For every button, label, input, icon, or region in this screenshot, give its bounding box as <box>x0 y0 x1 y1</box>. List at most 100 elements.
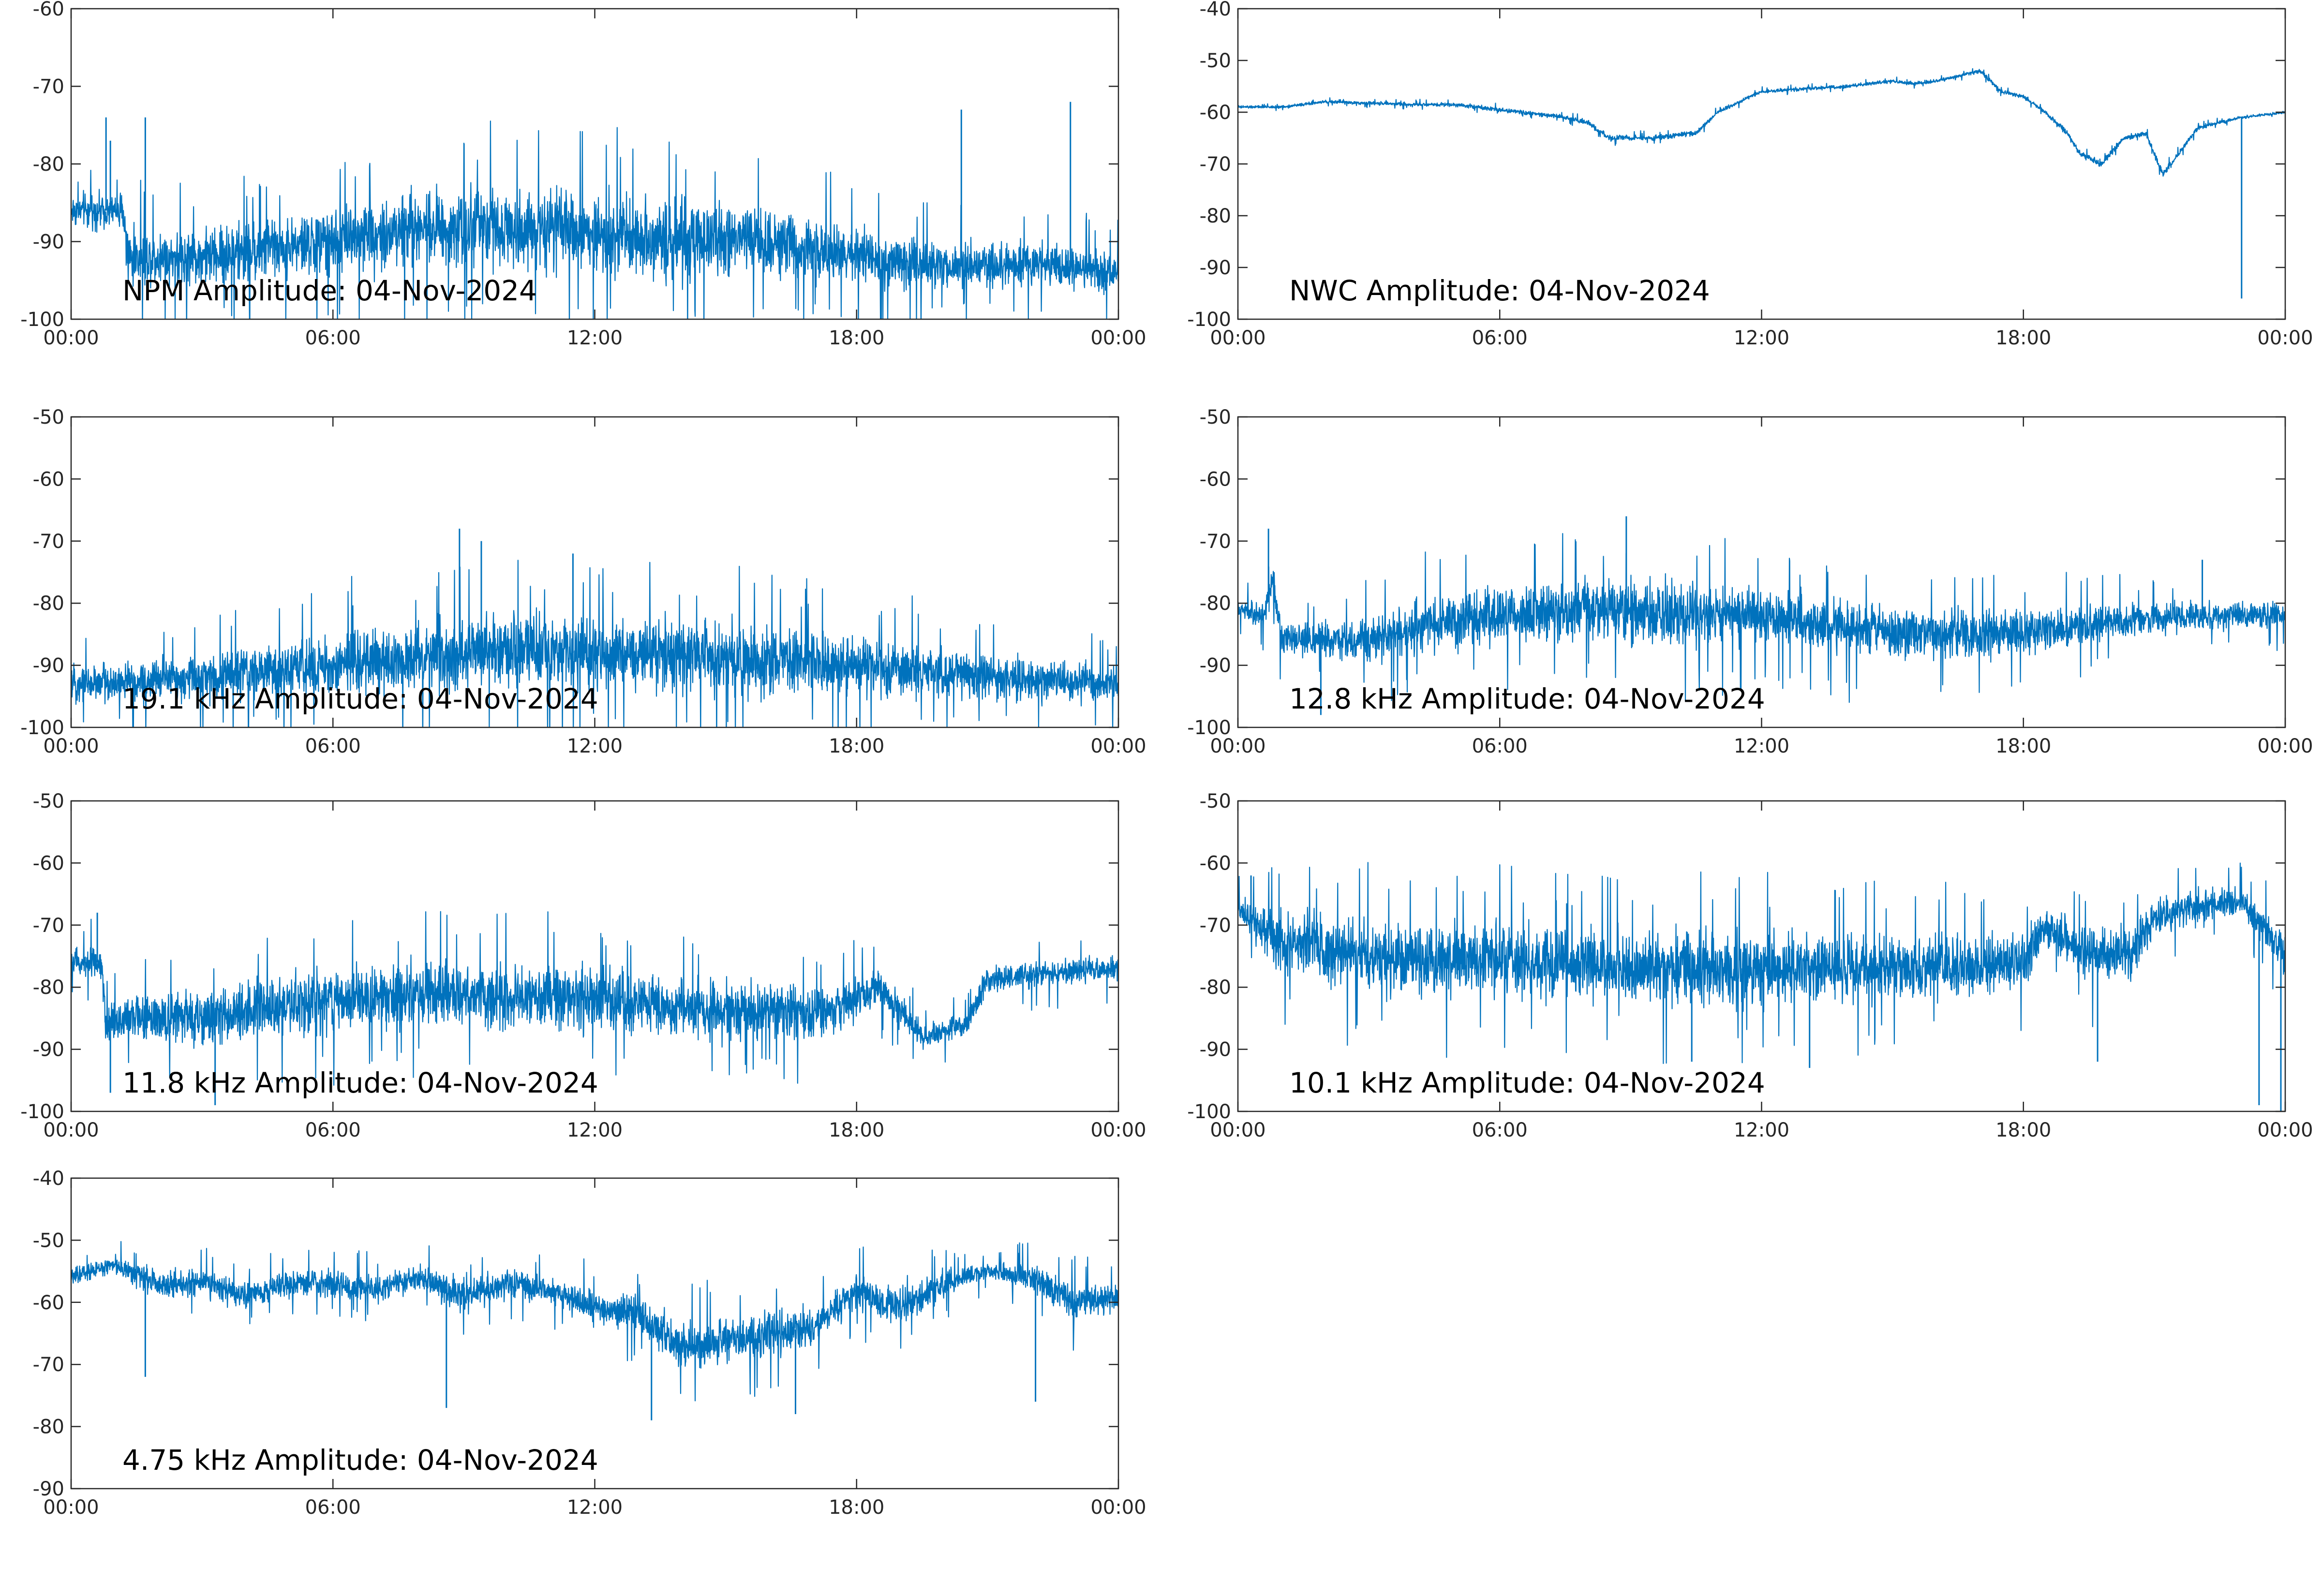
y-tick-label: -80 <box>1200 592 1231 615</box>
series-line-1 <box>1238 68 2285 177</box>
x-tick-label: 00:00 <box>1210 327 1265 349</box>
y-tick-label: -90 <box>33 1478 64 1500</box>
x-tick-label: 00:00 <box>43 735 99 757</box>
x-tick-label: 12:00 <box>567 327 623 349</box>
y-tick-label: -100 <box>1187 309 1231 331</box>
y-tick-label: -50 <box>1200 790 1231 813</box>
x-tick-label: 12:00 <box>1734 327 1789 349</box>
panel-title: 10.1 kHz Amplitude: 04-Nov-2024 <box>1289 1066 1765 1099</box>
x-tick-label: 18:00 <box>1995 1119 2051 1141</box>
panel-title: 11.8 kHz Amplitude: 04-Nov-2024 <box>122 1066 598 1099</box>
y-tick-label: -100 <box>20 717 64 739</box>
y-tick-label: -60 <box>1200 102 1231 124</box>
y-tick-label: -80 <box>33 592 64 615</box>
y-tick-label: -80 <box>33 976 64 999</box>
x-tick-label: 06:00 <box>305 1496 361 1519</box>
y-tick-label: -90 <box>33 655 64 677</box>
x-tick-label: 12:00 <box>1734 1119 1789 1141</box>
y-tick-label: -70 <box>1200 531 1231 553</box>
y-tick-label: -90 <box>1200 655 1231 677</box>
x-tick-label: 00:00 <box>1210 1119 1265 1141</box>
x-tick-label: 00:00 <box>1090 735 1146 757</box>
y-tick-label: -100 <box>1187 1101 1231 1123</box>
y-tick-label: -70 <box>33 76 64 98</box>
x-tick-label: 18:00 <box>829 1119 884 1141</box>
y-tick-label: -60 <box>33 1292 64 1314</box>
panel-title: NWC Amplitude: 04-Nov-2024 <box>1289 274 1710 307</box>
panel-title: 12.8 kHz Amplitude: 04-Nov-2024 <box>1289 682 1765 715</box>
chart-panel-1: 00:00 06:00 12:00 18:00 00:00 -60 -70 -80 -90 -10… <box>20 0 1146 349</box>
panel-title: 4.75 kHz Amplitude: 04-Nov-2024 <box>122 1444 598 1477</box>
x-tick-label: 12:00 <box>567 1496 623 1519</box>
y-tick-label: -40 <box>33 1167 64 1190</box>
y-tick-label: -100 <box>1187 717 1231 739</box>
x-tick-label: 00:00 <box>2257 1119 2313 1141</box>
x-tick-label: 06:00 <box>1472 1119 1528 1141</box>
y-tick-label: -100 <box>20 309 64 331</box>
y-tick-label: -60 <box>1200 468 1231 490</box>
chart-panel-2: 00:00 06:00 12:00 18:00 00:00 -40 -50 -60 -70 -80… <box>1187 0 2313 349</box>
series-line-1 <box>71 120 1118 319</box>
x-tick-label: 00:00 <box>2257 735 2313 757</box>
x-tick-label: 00:00 <box>1210 735 1265 757</box>
x-tick-label: 18:00 <box>1995 327 2051 349</box>
panel-title: NPM Amplitude: 04-Nov-2024 <box>122 274 537 307</box>
x-tick-label: 06:00 <box>1472 327 1528 349</box>
y-tick-label: -70 <box>33 1354 64 1376</box>
axes-box <box>70 800 1119 1112</box>
y-tick-label: -60 <box>33 468 64 490</box>
x-tick-label: 18:00 <box>829 1496 884 1519</box>
chart-panel-3: 00:00 06:00 12:00 18:00 00:00 -50 -60 -70 -80 -90… <box>20 406 1146 757</box>
chart-panel-7: 00:00 06:00 12:00 18:00 00:00 -40 -50 -60 -70 -80… <box>33 1167 1146 1519</box>
y-tick-label: -90 <box>33 231 64 253</box>
y-tick-label: -90 <box>33 1039 64 1061</box>
axes-box <box>70 1177 1119 1490</box>
x-tick-label: 12:00 <box>567 1119 623 1141</box>
y-tick-label: -100 <box>20 1101 64 1123</box>
y-tick-label: -60 <box>33 0 64 20</box>
x-tick-label: 00:00 <box>1090 327 1146 349</box>
y-tick-label: -60 <box>33 852 64 874</box>
y-tick-label: -70 <box>1200 153 1231 176</box>
y-tick-label: -80 <box>33 1416 64 1438</box>
x-tick-label: 00:00 <box>43 327 99 349</box>
x-tick-label: 00:00 <box>1090 1496 1146 1519</box>
y-tick-label: -80 <box>1200 976 1231 999</box>
x-tick-label: 00:00 <box>1090 1119 1146 1141</box>
x-tick-label: 06:00 <box>305 735 361 757</box>
x-tick-label: 12:00 <box>1734 735 1789 757</box>
chart-panel-4: 00:00 06:00 12:00 18:00 00:00 -50 -60 -70 -80 -90… <box>1187 406 2313 757</box>
x-tick-label: 06:00 <box>1472 735 1528 757</box>
x-tick-label: 18:00 <box>829 735 884 757</box>
axes-box <box>1237 416 2286 728</box>
y-tick-label: -90 <box>1200 257 1231 279</box>
y-tick-label: -60 <box>1200 852 1231 874</box>
y-tick-label: -70 <box>1200 915 1231 937</box>
series-line-1 <box>1238 862 2285 1064</box>
y-tick-label: -50 <box>33 406 64 429</box>
series-line-1 <box>71 1241 1118 1402</box>
panel-title: 19.1 kHz Amplitude: 04-Nov-2024 <box>122 682 598 715</box>
x-tick-label: 00:00 <box>43 1119 99 1141</box>
y-tick-label: -50 <box>33 1229 64 1252</box>
y-tick-label: -90 <box>1200 1039 1231 1061</box>
x-tick-label: 18:00 <box>1995 735 2051 757</box>
series-line-1 <box>71 911 1118 1086</box>
chart-panel-5: 00:00 06:00 12:00 18:00 00:00 -50 -60 -70 -80 -90… <box>20 790 1146 1141</box>
x-tick-label: 18:00 <box>829 327 884 349</box>
y-tick-label: -50 <box>1200 50 1231 72</box>
x-tick-label: 00:00 <box>2257 327 2313 349</box>
axes-box <box>1237 8 2286 320</box>
y-tick-label: -40 <box>1200 0 1231 20</box>
y-tick-label: -80 <box>1200 205 1231 227</box>
x-tick-label: 06:00 <box>305 1119 361 1141</box>
y-tick-label: -70 <box>33 915 64 937</box>
chart-panel-6: 00:00 06:00 12:00 18:00 00:00 -50 -60 -70 -80 -90… <box>1187 790 2313 1141</box>
y-tick-label: -50 <box>33 790 64 813</box>
y-tick-label: -50 <box>1200 406 1231 429</box>
y-tick-label: -80 <box>33 153 64 176</box>
y-tick-label: -70 <box>33 531 64 553</box>
x-tick-label: 06:00 <box>305 327 361 349</box>
series-line-1 <box>71 560 1118 727</box>
